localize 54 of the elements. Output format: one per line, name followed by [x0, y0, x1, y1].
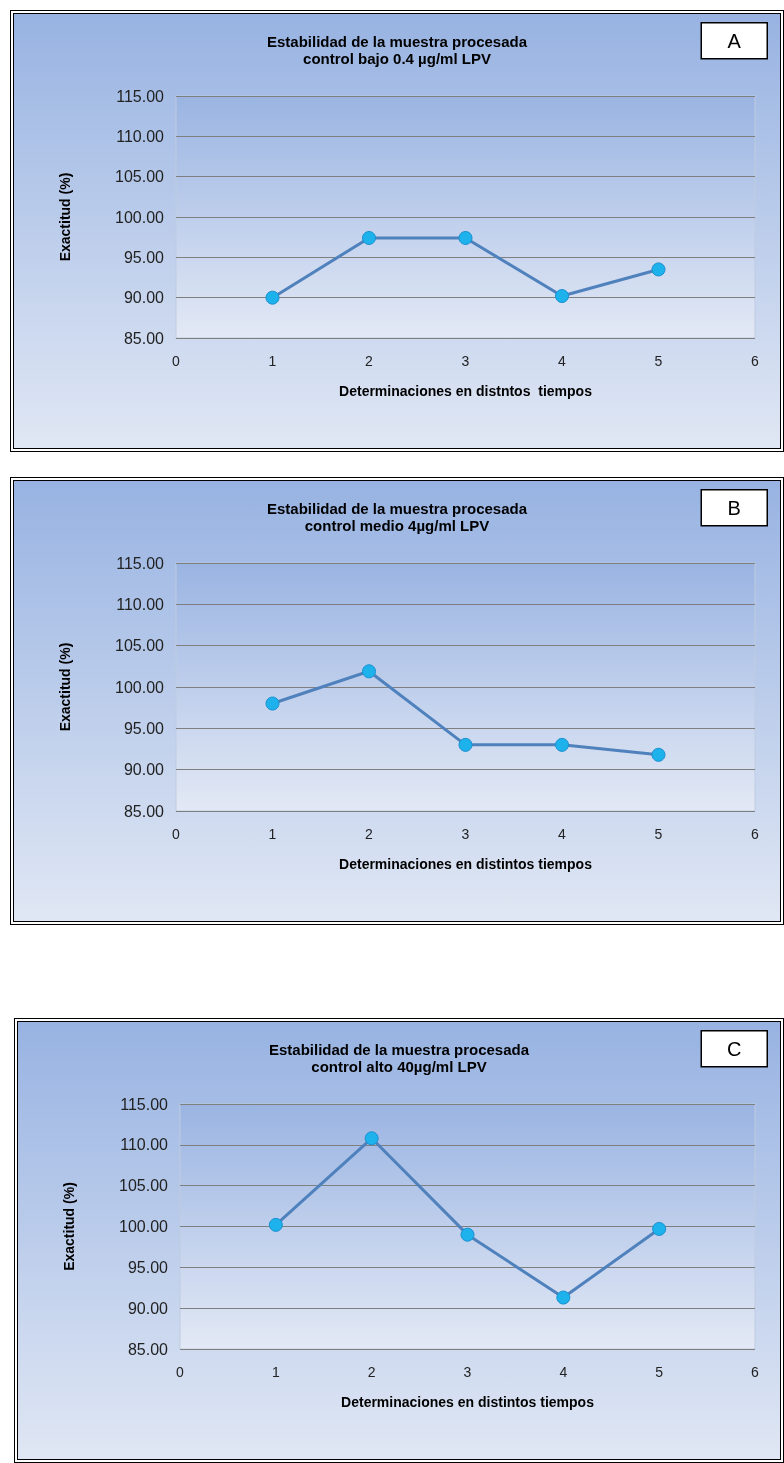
x-tick-label: 2	[365, 826, 374, 842]
x-tick-label: 3	[463, 1364, 472, 1380]
y-tick-label: 90.00	[123, 761, 165, 779]
chart-title: Estabilidad de la muestra procesada control medio 4µg/ml LPV	[266, 500, 528, 534]
y-tick-label: 115.00	[116, 87, 165, 105]
y-tick-label: 110.00	[116, 127, 165, 145]
y-tick-label: 95.00	[123, 719, 165, 737]
x-tick-label: 5	[654, 353, 663, 369]
x-tick-label: 3	[461, 353, 470, 369]
chart-title: Estabilidad de la muestra procesada control alto 40µg/ml LPV	[268, 1041, 530, 1075]
x-axis-title: Determinaciones en distintos tiempos	[339, 856, 593, 872]
y-axis-title: Exactitud (%)	[57, 642, 73, 732]
y-tick-label: 95.00	[127, 1258, 169, 1276]
x-tick-label: 2	[365, 353, 374, 369]
x-axis-title: Determinaciones en distntos tiempos	[339, 383, 593, 399]
text: C	[727, 1037, 742, 1060]
y-tick-label: 95.00	[123, 248, 165, 266]
chart-title: Estabilidad de la muestra procesada control bajo 0.4 µg/ml LPV	[266, 33, 528, 67]
x-tick-label: 3	[461, 826, 470, 842]
x-tick-label: 4	[558, 826, 567, 842]
y-tick-label: 90.00	[127, 1299, 169, 1317]
y-tick-label: 85.00	[123, 802, 165, 820]
y-tick-label: 115.00	[116, 554, 165, 572]
x-axis-title: Determinaciones en distintos tiempos	[341, 1394, 595, 1410]
y-tick-label: 110.00	[120, 1136, 169, 1154]
y-tick-label: 85.00	[127, 1340, 169, 1358]
text: B	[727, 496, 741, 519]
y-tick-label: 115.00	[120, 1095, 169, 1113]
y-tick-label: 105.00	[115, 168, 165, 186]
x-tick-label: 6	[751, 1364, 760, 1380]
y-tick-label: 105.00	[119, 1177, 169, 1195]
x-tick-label: 6	[751, 826, 760, 842]
x-tick-label: 5	[654, 826, 663, 842]
y-tick-label: 100.00	[115, 208, 165, 226]
x-tick-label: 0	[176, 1364, 185, 1380]
x-tick-label: 4	[559, 1364, 568, 1380]
x-tick-label: 0	[172, 826, 181, 842]
x-tick-label: 1	[268, 353, 277, 369]
x-tick-label: 2	[367, 1364, 376, 1380]
y-tick-label: 105.00	[115, 637, 165, 655]
y-tick-label: 100.00	[119, 1218, 169, 1235]
y-tick-label: 100.00	[115, 678, 165, 696]
y-tick-label: 90.00	[123, 289, 165, 307]
y-tick-label: 110.00	[116, 595, 165, 613]
x-tick-label: 1	[271, 1364, 280, 1380]
y-axis-title: Exactitud (%)	[61, 1182, 77, 1271]
text: A	[727, 29, 742, 52]
y-tick-label: 85.00	[123, 329, 165, 347]
y-axis-title: Exactitud (%)	[57, 172, 73, 262]
x-tick-label: 5	[655, 1364, 664, 1380]
x-tick-label: 4	[558, 353, 567, 369]
x-tick-label: 6	[751, 353, 760, 369]
x-tick-label: 1	[268, 826, 277, 842]
x-tick-label: 0	[172, 353, 181, 369]
